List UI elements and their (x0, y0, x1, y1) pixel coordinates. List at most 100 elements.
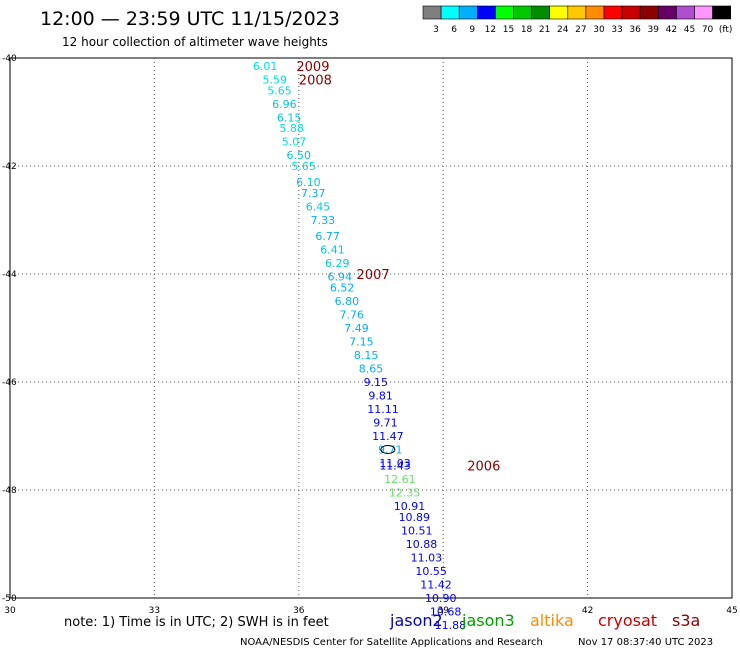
time-label: 2009 (296, 60, 329, 75)
wave-height-value: 9.15 (364, 376, 389, 389)
wave-height-value: 10.88 (406, 538, 438, 551)
x-tick-label: 39 (437, 606, 449, 616)
wave-height-value: 7.15 (349, 336, 374, 349)
colorbar-label: 18 (521, 25, 533, 35)
time-label: 2006 (467, 460, 500, 475)
colorbar-label: 12 (485, 25, 496, 35)
chart-title: 12:00 — 23:59 UTC 11/15/2023 (40, 8, 340, 30)
wave-height-value: 6.29 (325, 257, 350, 270)
colorbar-label: 3 (433, 25, 439, 35)
colorbar-label: 27 (575, 25, 586, 35)
satellite-legend-altika: altika (530, 611, 574, 630)
wave-height-value: 10.90 (425, 592, 457, 605)
satellite-track-marks: 6.015.595.656.966.155.885.076.505.656.10… (253, 60, 466, 632)
colorbar-swatch (531, 5, 550, 20)
x-tick-label: 36 (293, 606, 305, 616)
wave-height-value: 11.88 (435, 619, 467, 632)
colorbar-swatch (495, 5, 514, 20)
wave-height-value: 9.81 (368, 390, 393, 403)
colorbar-label: 45 (684, 25, 695, 35)
colorbar-label: 39 (648, 25, 660, 35)
footer-credit: NOAA/NESDIS Center for Satellite Applica… (240, 637, 543, 648)
satellite-legend: jason2 jason3 altika cryosat s3a (389, 611, 700, 630)
colorbar-swatch (476, 5, 496, 20)
wave-height-value: 6.15 (277, 111, 302, 124)
wave-height-value: 12.35 (389, 487, 421, 500)
colorbar-swatch (603, 5, 623, 20)
colorbar-swatch (513, 5, 532, 20)
time-label: 2008 (299, 74, 332, 89)
colorbar-legend: 3 6 9 12 15 18 21 24 27 30 33 36 39 42 45 70 (ft) (422, 5, 733, 35)
satellite-legend-cryosat: cryosat (598, 611, 657, 630)
colorbar-swatch (639, 5, 659, 20)
colorbar-swatch (422, 5, 442, 20)
time-label: 2007 (357, 268, 390, 283)
wave-height-value: 6.80 (335, 295, 360, 308)
wave-height-value: 10.68 (430, 606, 462, 619)
wave-height-value: 8.15 (354, 349, 379, 362)
wave-height-value: 5.88 (279, 122, 304, 135)
x-tick-label: 45 (726, 606, 737, 616)
colorbar-swatch (676, 5, 695, 20)
wave-height-value: 11.42 (420, 579, 452, 592)
wave-height-value: 10.91 (394, 500, 426, 513)
colorbar-swatch (567, 5, 587, 20)
colorbar-swatch (440, 5, 460, 20)
colorbar-swatch (458, 5, 478, 20)
wave-height-value: 11.11 (367, 403, 399, 416)
colorbar-swatch (712, 5, 731, 20)
wave-height-value: 10.55 (415, 565, 447, 578)
colorbar-swatch (694, 5, 713, 20)
y-tick-label: -46 (2, 378, 17, 388)
wave-height-value: 5.07 (282, 136, 307, 149)
wave-height-value: 7.76 (339, 309, 364, 322)
wave-height-value: 9.71 (373, 417, 398, 430)
wave-height-value: 5.65 (291, 160, 316, 173)
wave-height-value: 6.41 (320, 244, 345, 257)
wave-height-value: 7.33 (311, 214, 336, 227)
x-tick-label: 33 (149, 606, 160, 616)
wave-height-value: 11.03 (379, 457, 411, 470)
y-tick-label: -40 (2, 54, 17, 64)
wave-height-value: 11.47 (372, 430, 404, 443)
track-marker (380, 445, 396, 454)
wave-height-value: 5.65 (267, 84, 292, 97)
colorbar-label: 15 (503, 25, 514, 35)
satellite-legend-s3a: s3a (672, 611, 700, 630)
wave-height-value: 6.77 (315, 230, 340, 243)
y-tick-label: -42 (2, 162, 17, 172)
colorbar-label: (ft) (719, 25, 733, 35)
wave-height-value: 12.61 (384, 473, 416, 486)
chart-subtitle: 12 hour collection of altimeter wave hei… (62, 35, 328, 49)
satellite-legend-jason2: jason2 (389, 611, 443, 630)
wave-height-value: 6.45 (306, 201, 331, 214)
footer-note: note: 1) Time is in UTC; 2) SWH is in fe… (64, 615, 329, 630)
colorbar-label: 24 (557, 25, 569, 35)
wave-height-value: 11.03 (411, 552, 443, 565)
wave-height-value: 6.10 (296, 176, 321, 189)
colorbar-label: 36 (629, 25, 641, 35)
colorbar-label: 30 (593, 25, 605, 35)
wave-height-value: 7.37 (301, 187, 326, 200)
wave-height-value: 6.94 (327, 271, 352, 284)
colorbar-label: 33 (611, 25, 622, 35)
wave-height-value: 6.52 (330, 282, 355, 295)
plot-frame (9, 57, 733, 599)
colorbar-label: 9 (469, 25, 475, 35)
wave-height-value: 5.59 (262, 74, 287, 87)
x-axis-ticks: 30 33 36 39 42 45 (4, 606, 737, 616)
y-axis-ticks: -40 -42 -44 -46 -48 -50 (2, 54, 17, 604)
wave-height-value: 8.65 (359, 363, 384, 376)
colorbar-swatch (585, 5, 605, 20)
wave-height-value: 6.50 (287, 149, 312, 162)
wave-height-value: 10.89 (399, 511, 431, 524)
wave-height-value: 11.43 (379, 460, 411, 473)
colorbar-label: 70 (702, 25, 714, 35)
x-tick-label: 42 (582, 606, 593, 616)
colorbar-label: 42 (666, 25, 677, 35)
wave-height-value: 7.49 (344, 322, 369, 335)
colorbar-swatch (657, 5, 677, 20)
wave-height-value: 6.01 (253, 60, 278, 73)
